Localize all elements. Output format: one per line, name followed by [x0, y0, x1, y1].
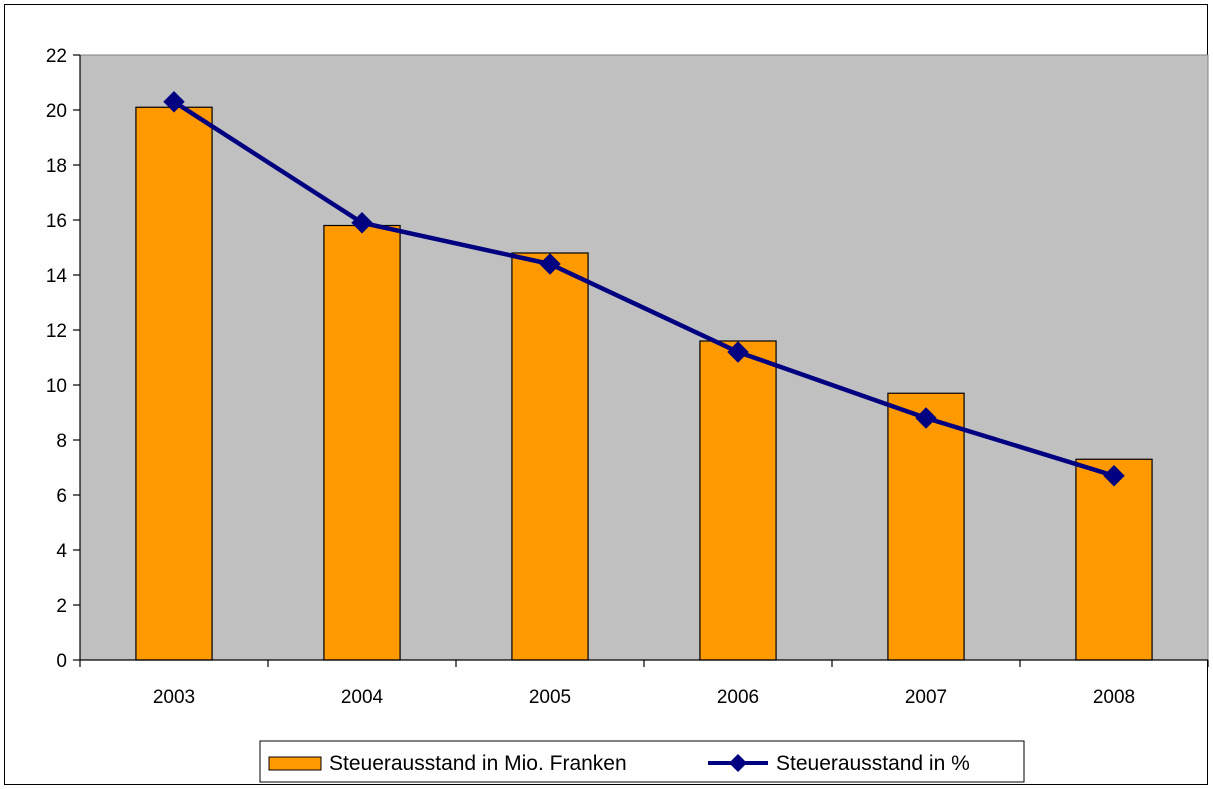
y-tick-label: 10 [46, 376, 67, 397]
x-tick-label: 2007 [905, 687, 947, 708]
bar-2007 [887, 392, 965, 661]
bar-2006 [699, 340, 777, 661]
y-tick-label: 14 [46, 266, 68, 287]
y-tick-label: 0 [56, 651, 67, 672]
y-tick-label: 6 [56, 486, 67, 507]
legend-box [259, 740, 1025, 783]
plot-area [79, 54, 1209, 661]
x-tick-label: 2008 [1093, 687, 1135, 708]
y-tick-label: 16 [46, 211, 67, 232]
line-point-2008 [1103, 465, 1125, 487]
line-point-2003 [163, 91, 185, 113]
line-series-group [163, 91, 1125, 487]
bar-2004 [323, 224, 401, 661]
line-point-2005 [539, 253, 561, 275]
line-point-2007 [915, 407, 937, 429]
y-tick-label: 2 [56, 596, 67, 617]
legend-marker-diamond [729, 754, 747, 772]
legend-label-line: Steuerausstand in % [776, 752, 970, 775]
y-tick-label: 22 [46, 46, 67, 67]
legend-label-bars: Steuerausstand in Mio. Franken [329, 752, 627, 775]
legend: Steuerausstand in Mio. Franken Steueraus… [259, 740, 1025, 783]
bar-2005 [511, 252, 589, 661]
bar-2003 [135, 106, 213, 661]
x-tick-label: 2004 [341, 687, 384, 708]
x-tick-label: 2005 [529, 687, 571, 708]
y-tick-label: 8 [56, 431, 67, 452]
line-series-path [172, 99, 1115, 478]
x-tick-label: 2006 [717, 687, 759, 708]
y-tick-label: 18 [46, 156, 67, 177]
legend-swatch-bars [268, 756, 322, 771]
y-tick-label: 12 [46, 321, 67, 342]
x-tick-label: 2003 [153, 687, 195, 708]
bar-group [135, 106, 1153, 661]
y-tick-label: 20 [46, 101, 67, 122]
y-tick-label: 4 [56, 541, 67, 562]
line-point-2006 [727, 341, 749, 363]
axes: 0 2 4 6 8 10 12 14 16 18 20 22 2003 2004 2005 2006 2007 2… [46, 46, 1209, 708]
bar-2008 [1075, 458, 1153, 661]
line-point-2004 [351, 212, 373, 234]
